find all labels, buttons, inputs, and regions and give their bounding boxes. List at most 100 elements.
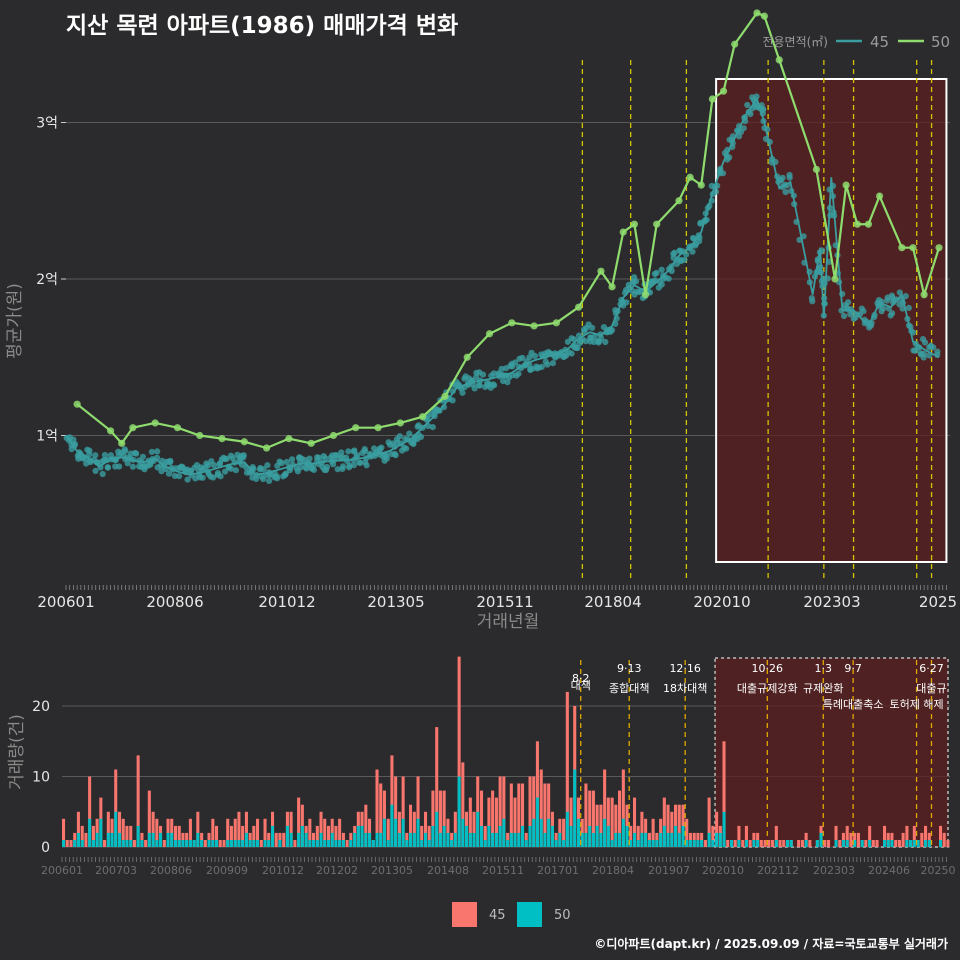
volume-bar-45 [252,825,256,847]
price-point-45 [204,462,212,469]
volume-bar-50 [304,832,308,847]
volume-bar-50 [192,840,196,847]
policy-date-label: 1·3 [815,662,833,675]
volume-bar-50 [573,769,577,847]
volume-bar-50 [353,832,357,847]
legend-bar-label-50: 50 [554,908,571,923]
volume-bar-50 [155,840,159,847]
volume-bar-45 [424,811,428,848]
price-point-45 [753,93,760,100]
volume-bar-45 [539,769,543,847]
price-point-50 [552,319,560,327]
volume-bar-45 [871,840,875,847]
volume-bar-50 [517,832,521,847]
volume-bar-45 [200,832,204,847]
price-point-45 [568,350,575,357]
volume-bar-50 [151,832,155,847]
volume-bar-50 [312,840,316,847]
volume-bar-45 [278,832,282,847]
volume-bar-45 [849,832,853,847]
volume-bar-45 [211,818,215,847]
price-point-45 [92,467,99,474]
price-point-45 [210,474,217,481]
volume-bar-50 [99,818,103,847]
price-point-45 [167,459,174,466]
volume-bar-50 [140,840,144,847]
volume-bar-45 [237,811,241,848]
volume-bar-50 [431,825,435,847]
volume-bar-50 [446,832,450,847]
volume-bar-50 [106,832,110,847]
volume-bar-45 [375,769,379,847]
volume-bar-50 [532,818,536,847]
volume-bar-50 [513,832,517,847]
price-point-45 [356,459,363,466]
volume-bar-45 [666,804,670,847]
volume-bar-45 [524,832,528,847]
volume-bar-50 [248,840,252,847]
volume-bar-50 [308,840,312,847]
price-point-45 [403,445,410,452]
volume-bar-45 [345,840,349,847]
volume-bar-50 [88,818,92,847]
price-y-tick-label: 3억 [36,116,58,132]
volume-x-tick-label: 201701 [537,864,579,877]
volume-bar-45 [181,832,185,847]
volume-bar-45 [703,840,707,847]
volume-bar-50 [606,825,610,847]
volume-bar-45 [756,832,760,847]
price-point-45 [378,444,385,451]
price-point-45 [902,293,909,300]
volume-bar-45 [397,811,401,848]
price-highlight-box [715,78,948,563]
volume-bar-50 [181,840,185,847]
price-point-50 [118,439,126,447]
volume-bar-50 [692,840,696,847]
volume-bar-50 [483,840,487,847]
volume-bar-45 [606,797,610,847]
volume-bar-45 [297,797,301,847]
volume-bar-50 [73,840,77,847]
policy-label: 대출규제강화 [737,682,798,695]
price-point-45 [459,389,466,396]
volume-bar-50 [588,825,592,847]
volume-x-tick-label: 200601 [41,864,83,877]
price-point-45 [623,299,630,306]
price-point-50 [697,181,705,189]
volume-bar-45 [438,790,442,847]
volume-bar-45 [864,840,868,847]
volume-bar-45 [647,832,651,847]
volume-bar-45 [215,825,219,847]
price-point-45 [184,476,191,483]
price-point-45 [306,455,313,462]
price-point-50 [653,220,661,228]
volume-bar-45 [838,840,842,847]
price-point-45 [782,189,789,196]
volume-bar-50 [468,832,472,847]
price-point-45 [504,379,511,386]
volume-highlight-box [714,657,949,848]
legend-title: 전용면적(㎡) [762,35,828,49]
volume-bar-45 [562,818,566,847]
volume-bar-45 [442,790,446,847]
volume-bar-45 [259,840,263,847]
volume-bar-45 [364,804,368,847]
price-point-50 [441,392,449,400]
price-point-45 [671,249,678,256]
volume-bar-45 [319,811,323,848]
volume-bar-50 [297,832,301,847]
volume-bar-50 [382,818,386,847]
volume-bar-45 [804,832,808,847]
price-point-45 [429,424,436,431]
volume-bar-50 [334,840,338,847]
volume-bar-50 [327,840,331,847]
price-point-45 [921,339,929,346]
volume-bar-50 [289,832,293,847]
price-point-50 [775,56,783,64]
volume-bar-45 [226,818,230,847]
volume-bar-45 [401,776,405,847]
volume-bar-45 [901,832,905,847]
volume-bar-50 [118,832,122,847]
price-point-45 [222,468,229,475]
price-point-45 [282,471,289,478]
